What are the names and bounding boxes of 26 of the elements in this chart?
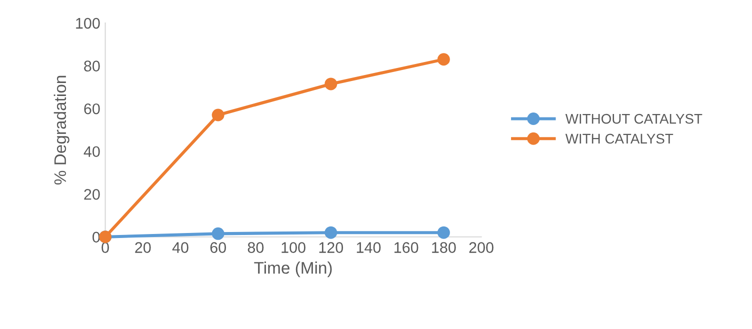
y-tick-label: 20 xyxy=(84,188,100,200)
y-tick-label: 40 xyxy=(84,146,100,158)
x-tick-label: 40 xyxy=(172,242,188,253)
legend-label: WITHOUT CATALYST xyxy=(565,114,702,124)
x-tick-label: 20 xyxy=(135,242,151,253)
y-tick-label: 100 xyxy=(76,18,100,29)
point xyxy=(324,78,338,90)
y-tick-label: 60 xyxy=(84,103,100,114)
point xyxy=(437,226,450,239)
x-tick-label: 120 xyxy=(319,242,344,253)
legend-label: WITH CATALYST xyxy=(565,134,674,144)
x-tick-label: 100 xyxy=(282,242,306,253)
y-tick-label: 0 xyxy=(92,232,100,243)
x-tick-label: 140 xyxy=(356,242,381,253)
x-tick-label: 180 xyxy=(432,242,456,253)
point xyxy=(437,53,450,66)
y-tick-label: 80 xyxy=(84,60,100,72)
point xyxy=(212,227,224,240)
x-axis-title: Time (Min) xyxy=(254,262,332,278)
point xyxy=(212,108,224,122)
x-tick-label: 60 xyxy=(210,242,226,253)
y-axis-title: % Degradation xyxy=(54,76,70,184)
point xyxy=(324,226,338,239)
x-tick-label: 80 xyxy=(248,242,264,253)
x-tick-label: 200 xyxy=(469,242,494,253)
x-tick-label: 160 xyxy=(394,242,418,253)
